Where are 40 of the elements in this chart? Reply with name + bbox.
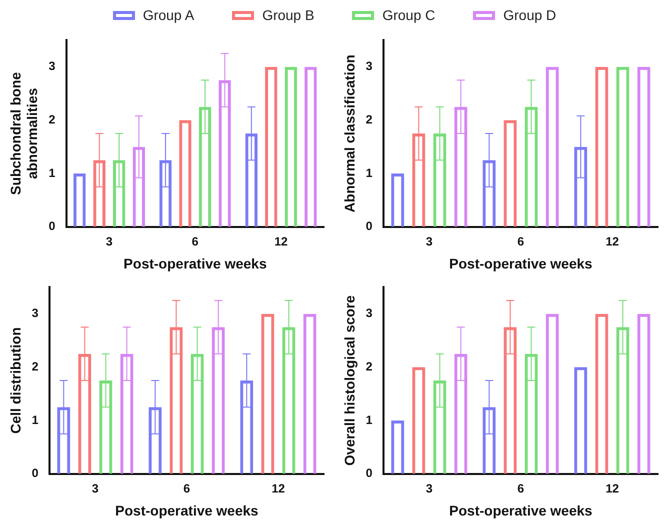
x-tick-label: 6	[517, 234, 524, 248]
x-tick-label: 3	[106, 234, 113, 248]
y-tick-label: 2	[32, 359, 39, 374]
y-tick-label: 1	[32, 412, 39, 427]
legend-label: Group D	[503, 7, 556, 23]
y-tick-label: 1	[366, 166, 373, 180]
x-tick-label: 12	[606, 234, 620, 248]
x-axis-title: Post-operative weeks	[115, 502, 259, 518]
x-tick-label: 12	[274, 234, 288, 248]
x-tick-label: 3	[426, 234, 433, 248]
x-axis-title: Post-operative weeks	[124, 255, 267, 272]
x-tick-label: 6	[183, 481, 190, 496]
y-tick-label: 1	[366, 412, 373, 427]
x-tick-label: 3	[426, 481, 433, 496]
x-axis-title: Post-operative weeks	[449, 255, 593, 272]
x-tick-label: 12	[606, 481, 620, 496]
y-tick-label: 3	[48, 59, 56, 74]
y-tick-label: 0	[32, 466, 39, 480]
x-axis-title: Post-operative weeks	[449, 502, 593, 518]
y-axis-title: Abnormal classification	[341, 54, 358, 212]
y-tick-label: 1	[48, 166, 56, 180]
legend-label: Group B	[262, 7, 314, 23]
y-tick-label: 3	[32, 306, 39, 320]
y-tick-label: 2	[366, 112, 373, 126]
y-tick-label: 0	[48, 219, 56, 234]
y-axis-title: Subchondral bone abnormalities	[7, 72, 40, 195]
y-axis-title: Cell distribution	[7, 327, 24, 434]
y-tick-label: 0	[366, 219, 373, 234]
x-tick-label: 3	[92, 481, 99, 496]
legend-label: Group A	[142, 7, 194, 23]
y-tick-label: 3	[366, 306, 373, 320]
legend-label: Group C	[382, 7, 436, 23]
y-axis-title: Overall histological score	[341, 295, 358, 466]
y-tick-label: 2	[366, 359, 373, 374]
x-tick-label: 6	[517, 481, 524, 496]
y-tick-label: 0	[366, 466, 373, 480]
y-tick-label: 3	[366, 59, 373, 74]
x-tick-label: 6	[192, 234, 199, 248]
y-tick-label: 2	[48, 112, 56, 126]
x-tick-label: 12	[272, 481, 286, 496]
